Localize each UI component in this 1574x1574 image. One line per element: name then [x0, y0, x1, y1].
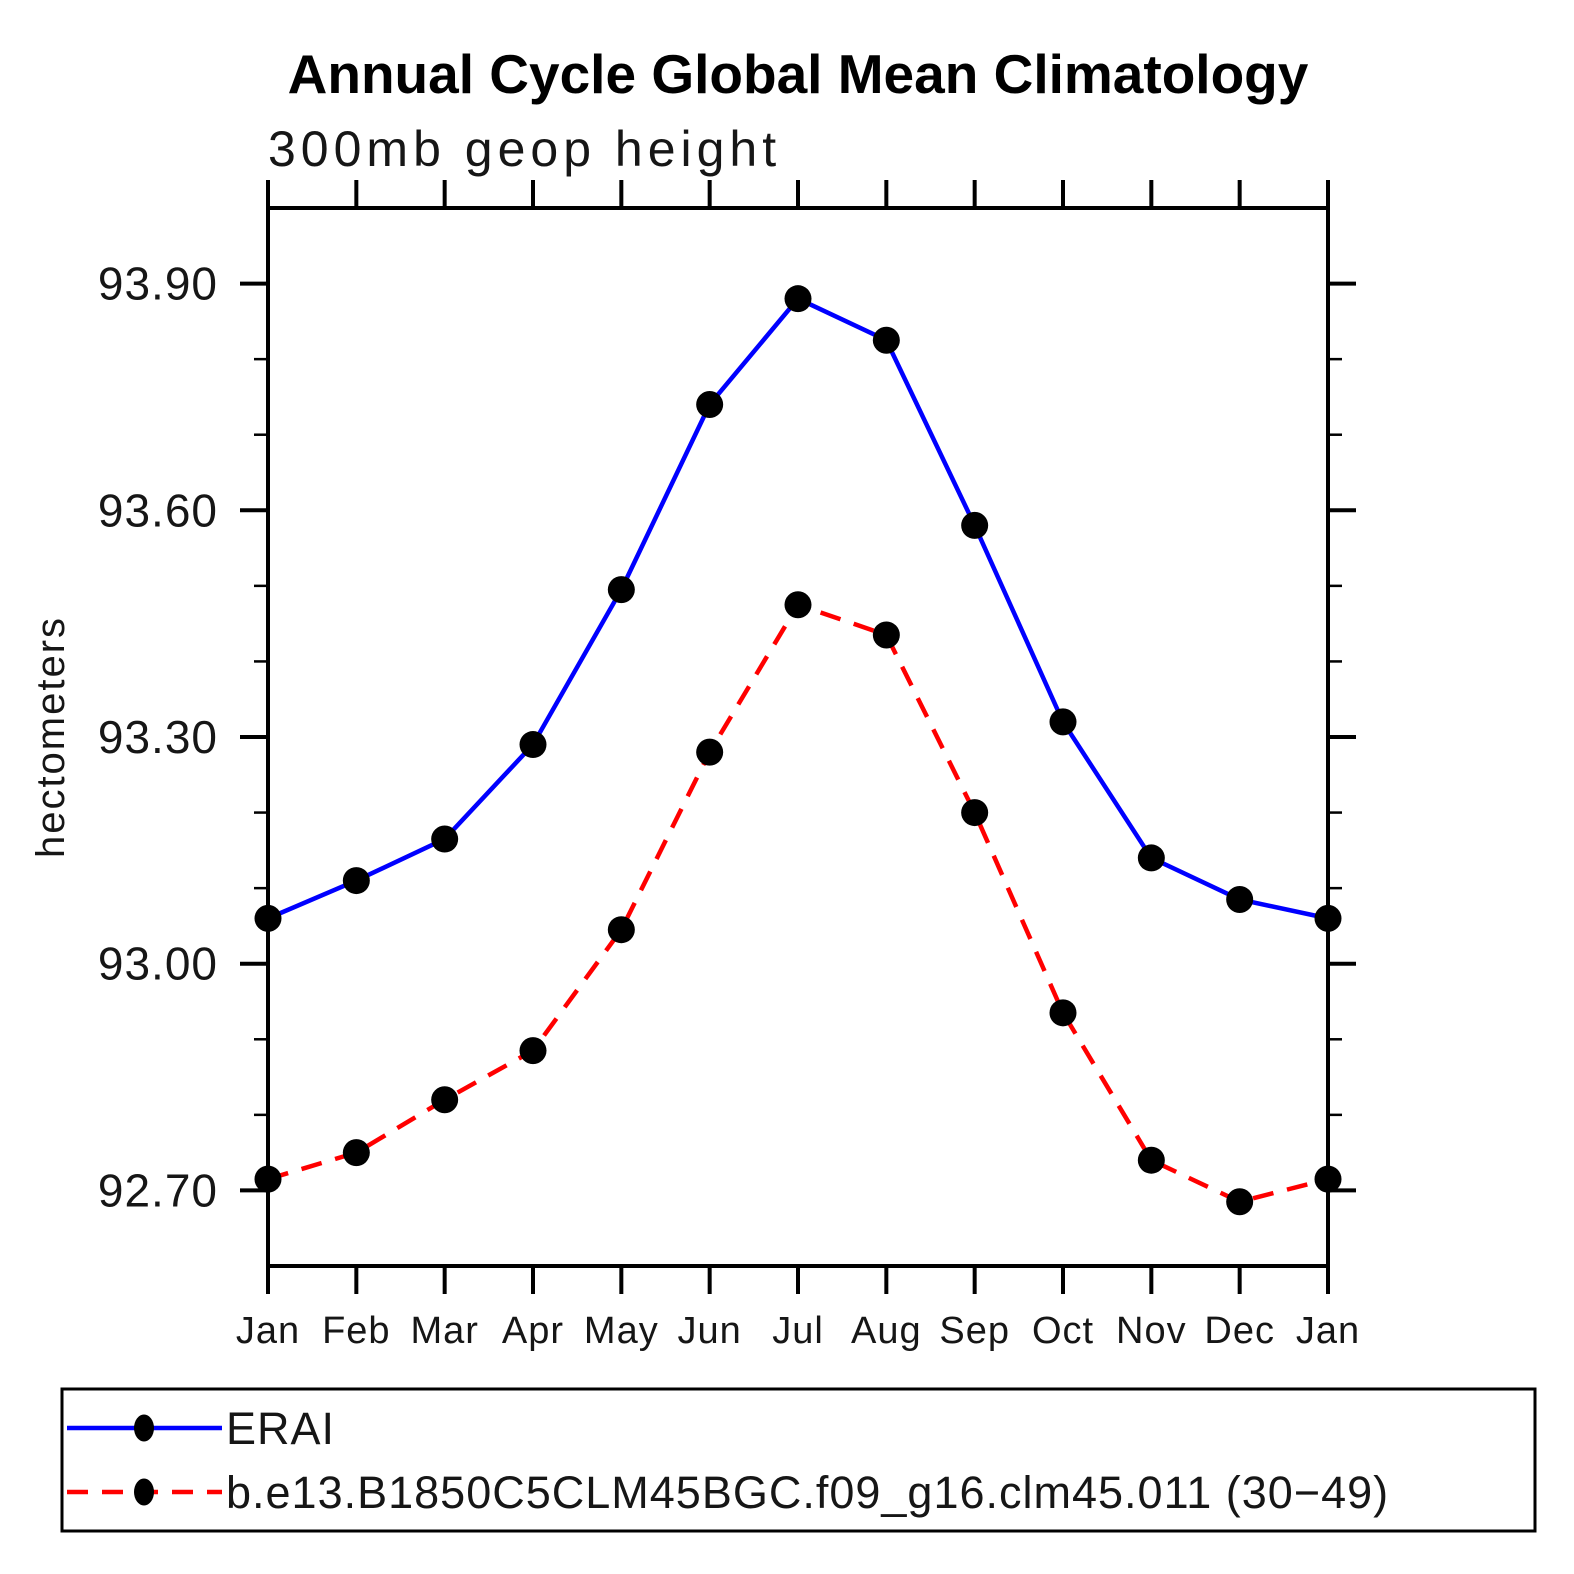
- x-tick-label: Jun: [678, 1310, 742, 1352]
- data-point: [872, 621, 900, 649]
- legend-marker-erai: [134, 1414, 154, 1442]
- legend-box: [60, 1387, 1537, 1533]
- legend-marker-model: [134, 1478, 154, 1506]
- x-tick-label: Oct: [1032, 1310, 1094, 1352]
- x-tick-label: Sep: [939, 1310, 1010, 1352]
- y-tick-label: 93.60: [98, 484, 218, 536]
- chart-title: Annual Cycle Global Mean Climatology: [288, 43, 1309, 105]
- data-point: [696, 738, 724, 766]
- y-axis-label: hectometers: [29, 616, 73, 858]
- data-point: [607, 916, 635, 944]
- y-tick-label: 92.70: [98, 1164, 218, 1216]
- x-tick-label: May: [584, 1310, 659, 1352]
- x-tick-label: Jan: [236, 1310, 300, 1352]
- data-point: [961, 511, 989, 539]
- data-point: [342, 867, 370, 895]
- data-point: [342, 1139, 370, 1167]
- data-point: [1049, 999, 1077, 1027]
- data-point: [254, 1165, 282, 1193]
- y-tick-label: 93.90: [98, 258, 218, 310]
- data-point: [607, 576, 635, 604]
- legend-label-erai: ERAI: [226, 1403, 335, 1454]
- x-tick-label: Jan: [1296, 1310, 1360, 1352]
- data-point: [1137, 844, 1165, 872]
- x-tick-label: Mar: [410, 1310, 478, 1352]
- axes: [240, 180, 1356, 1294]
- series-line-1: [267, 602, 1329, 1205]
- data-point: [431, 825, 459, 853]
- data-point: [1137, 1146, 1165, 1174]
- data-point: [254, 904, 282, 932]
- x-tick-label: Nov: [1116, 1310, 1187, 1352]
- data-point: [961, 799, 989, 827]
- plot-frame: [266, 206, 1330, 1268]
- data-point: [1049, 708, 1077, 736]
- y-tick-label: 93.30: [98, 711, 218, 763]
- x-tick-label: Jul: [772, 1310, 824, 1352]
- data-point: [519, 731, 547, 759]
- legend-label-model: b.e13.B1850C5CLM45BGC.f09_g16.clm45.011 …: [226, 1467, 1389, 1518]
- data-point: [431, 1086, 459, 1114]
- x-tick-label: Dec: [1204, 1310, 1275, 1352]
- x-tick-label: Apr: [502, 1310, 564, 1352]
- data-point: [696, 390, 724, 418]
- data-point: [519, 1037, 547, 1065]
- data-point: [1314, 1165, 1342, 1193]
- x-tick-label: Feb: [322, 1310, 390, 1352]
- data-point: [872, 326, 900, 354]
- axis-tick-labels: 92.70 93.00 93.30 93.60 93.90 Jan Feb Mar Apr May…: [98, 258, 1360, 1352]
- y-tick-label: 93.00: [98, 938, 218, 990]
- legend: ERAI b.e13.B1850C5CLM45BGC.f09_g16.clm45…: [60, 1387, 1537, 1533]
- data-point: [1226, 885, 1254, 913]
- data-point: [784, 591, 812, 619]
- data-point: [1226, 1188, 1254, 1216]
- data-series: [254, 285, 1342, 1216]
- data-point: [784, 285, 812, 313]
- chart-subtitle: 300mb geop height: [268, 121, 781, 177]
- x-tick-label: Aug: [851, 1310, 922, 1352]
- data-point: [1314, 904, 1342, 932]
